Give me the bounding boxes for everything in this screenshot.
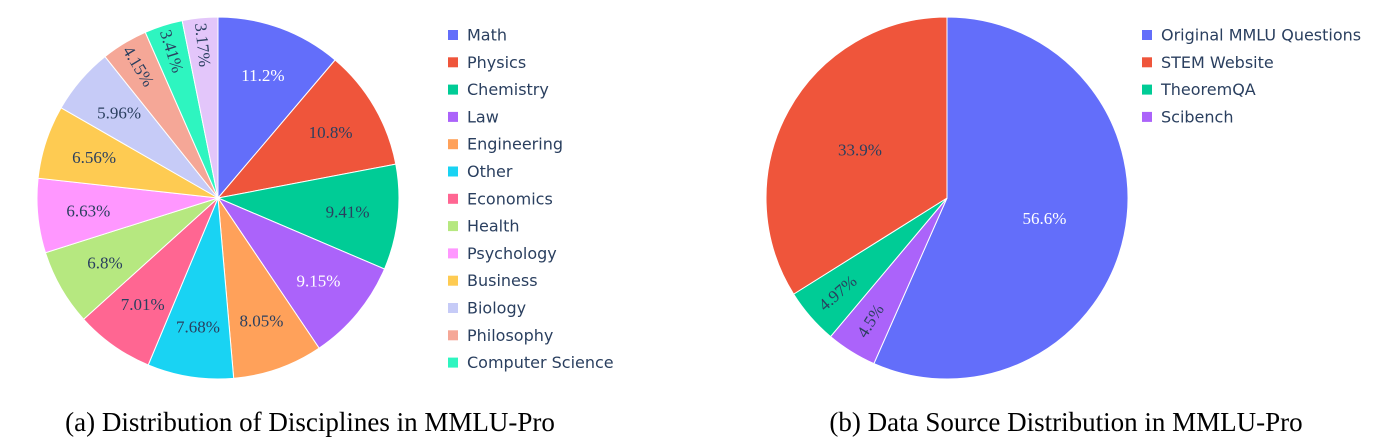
legend-label-computer-science: Computer Science xyxy=(467,353,614,372)
legend-swatch-stem-website xyxy=(1142,57,1152,68)
legend-label-original-mmlu-questions: Original MMLU Questions xyxy=(1161,26,1361,45)
slice-label-engineering: 8.05% xyxy=(239,311,283,330)
legend-swatch-psychology xyxy=(448,248,458,259)
pie-slice-chemistry xyxy=(216,163,400,270)
legend-label-other: Other xyxy=(467,162,513,181)
data-source-legend: Original MMLU Questions STEM Website Theor… xyxy=(1142,26,1361,126)
legend-label-engineering: Engineering xyxy=(467,135,563,154)
legend-swatch-health xyxy=(448,221,458,232)
pie-slice-stem-website xyxy=(765,16,948,295)
pie-slice-math xyxy=(217,16,336,200)
data-source-caption: (b) Data Source Distribution in MMLU-Pro xyxy=(829,407,1302,437)
legend-label-physics: Physics xyxy=(467,53,526,72)
pie-slice-original-mmlu-questions xyxy=(873,16,1129,380)
legend-swatch-math xyxy=(448,30,458,40)
legend-label-scibench: Scibench xyxy=(1161,107,1233,126)
legend-swatch-philosophy xyxy=(448,330,458,341)
legend-swatch-original-mmlu-questions xyxy=(1142,30,1152,40)
data-source-pie-chart: 56.6%4.5%4.97%33.9% Original MMLU Questi… xyxy=(765,16,1361,437)
slice-label-biology: 5.96% xyxy=(97,104,141,123)
disciplines-caption: (a) Distribution of Disciplines in MMLU-… xyxy=(65,407,555,437)
legend-swatch-business xyxy=(448,275,458,286)
slice-label-math: 11.2% xyxy=(241,66,284,85)
legend-label-chemistry: Chemistry xyxy=(467,80,549,99)
pie-slice-physics xyxy=(216,59,397,199)
legend-label-economics: Economics xyxy=(467,189,553,208)
legend-swatch-economics xyxy=(448,193,458,204)
legend-label-theoremqa: TheoremQA xyxy=(1160,80,1256,99)
slice-label-stem-website: 33.9% xyxy=(838,140,882,159)
slice-label-law: 9.15% xyxy=(296,272,340,291)
legend-swatch-physics xyxy=(448,57,458,68)
legend-swatch-engineering xyxy=(448,139,458,150)
slice-label-health: 6.8% xyxy=(87,253,122,272)
pie-slice-law xyxy=(216,196,386,349)
legend-label-math: Math xyxy=(467,26,507,45)
slice-label-psychology: 6.63% xyxy=(66,201,110,220)
pie-slice-engineering xyxy=(217,196,320,379)
legend-swatch-computer-science xyxy=(448,357,458,368)
legend-swatch-theoremqa xyxy=(1142,84,1152,95)
legend-swatch-biology xyxy=(448,303,458,313)
slice-label-original-mmlu-questions: 56.6% xyxy=(1022,209,1066,228)
disciplines-legend: Math Physics Chemistry Law Engineering Other E… xyxy=(448,26,614,372)
slice-label-business: 6.56% xyxy=(72,148,116,167)
legend-swatch-law xyxy=(448,111,458,122)
slice-label-physics: 10.8% xyxy=(309,123,353,142)
legend-label-psychology: Psychology xyxy=(467,244,557,263)
disciplines-pie: 11.2% 10.8% 9.41% 9.15% 8.05% 7.68% 7.01% 6.8% 6… xyxy=(36,16,400,380)
legend-label-health: Health xyxy=(467,217,520,236)
legend-label-stem-website: STEM Website xyxy=(1161,53,1274,72)
legend-label-philosophy: Philosophy xyxy=(467,326,553,345)
data-source-pie: 56.6%4.5%4.97%33.9% xyxy=(765,16,1129,380)
legend-swatch-other xyxy=(448,166,458,177)
legend-swatch-chemistry xyxy=(448,84,458,95)
legend-swatch-scibench xyxy=(1142,111,1152,122)
slice-label-economics: 7.01% xyxy=(121,295,165,314)
legend-label-biology: Biology xyxy=(467,299,526,318)
pie-slice-unlabeled xyxy=(181,16,219,199)
legend-label-business: Business xyxy=(467,271,538,290)
slice-label-other: 7.68% xyxy=(176,317,220,336)
slice-label-unlabeled: 3.17% xyxy=(191,22,214,68)
disciplines-pie-chart: 11.2% 10.8% 9.41% 9.15% 8.05% 7.68% 7.01% 6.8% 6… xyxy=(36,16,614,437)
legend-label-law: Law xyxy=(467,107,499,126)
slice-label-chemistry: 9.41% xyxy=(326,202,370,221)
